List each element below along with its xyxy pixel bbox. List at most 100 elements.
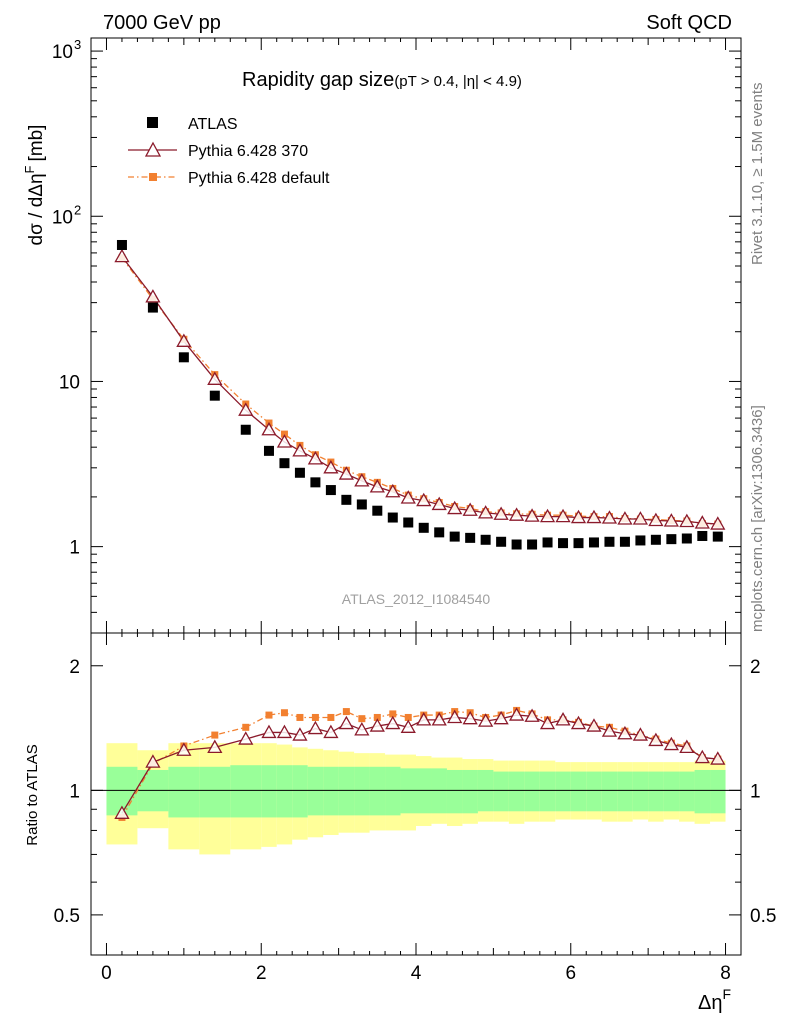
atlas-point — [240, 424, 251, 435]
ratio-pythia-370-point — [648, 732, 664, 747]
ratio-pythia-370-point — [570, 715, 587, 730]
stat-band-bin — [648, 771, 664, 812]
pythia-370-point — [369, 479, 385, 493]
stat-band-bin — [261, 765, 277, 818]
stat-band-bin — [632, 771, 649, 812]
ratio-y-tick-label-right: 2 — [750, 657, 761, 678]
ratio-y-tick-label-left: 1 — [69, 781, 80, 802]
pythia-370-point — [323, 459, 339, 474]
atlas-point — [310, 477, 321, 488]
series-markers — [114, 239, 726, 821]
y-tick-label: 10 — [52, 207, 73, 228]
pythia-370-point — [508, 507, 525, 521]
stat-band-bin — [539, 771, 556, 812]
pythia-370-point — [524, 508, 540, 522]
ratio-pythia-default-point — [389, 710, 397, 718]
pythia-370-point — [648, 512, 664, 527]
ratio-pythia-370-point — [292, 727, 308, 741]
pythia-370-line — [121, 256, 718, 525]
ratio-pythia-370-point — [354, 722, 370, 736]
ratio-pythia-370-point — [276, 724, 293, 739]
ratio-pythia-default-point — [404, 713, 412, 721]
stat-band-bin — [601, 771, 618, 812]
atlas-point — [403, 517, 414, 528]
ratio-pythia-370-point — [694, 749, 710, 764]
ratio-pythia-370-point — [632, 727, 649, 741]
stat-band-bin — [694, 769, 711, 814]
atlas-point — [341, 494, 352, 505]
pythia-370-point — [385, 483, 401, 498]
stat-band-bin — [354, 766, 370, 816]
ratio-pythia-default-point — [211, 731, 219, 739]
pythia-370-point — [276, 434, 293, 448]
atlas-point — [666, 534, 677, 545]
ratio-pythia-default-point — [342, 708, 350, 716]
atlas-point — [527, 539, 538, 550]
ratio-y-tick-label-left: 2 — [69, 657, 80, 678]
legend-pythiadefault-marker — [149, 173, 157, 181]
ratio-pythia-default-point — [358, 715, 366, 723]
stat-band-bin — [446, 769, 463, 814]
pythia-default-point — [280, 430, 288, 438]
pythia-370-point — [261, 421, 277, 436]
axes — [90, 37, 742, 956]
stat-band-bin — [307, 766, 324, 816]
atlas-point — [465, 532, 476, 543]
x-tick-label: 2 — [256, 963, 267, 984]
atlas-point — [588, 537, 599, 548]
ratio-pythia-370-point — [679, 739, 695, 754]
pythia-370-point — [292, 443, 308, 457]
ratio-pythia-370-point — [447, 709, 463, 724]
atlas-point — [449, 531, 460, 542]
atlas-point — [496, 536, 507, 547]
pythia-370-point — [493, 506, 509, 520]
atlas-point — [697, 530, 708, 541]
atlas-point — [712, 531, 723, 542]
ratio-pythia-370-point — [145, 754, 161, 768]
chart-title-group: Rapidity gap size(pT > 0.4, |η| < 4.9) — [242, 69, 522, 91]
ratio-y-tick-label-left: 0.5 — [54, 906, 80, 927]
atlas-point — [372, 505, 383, 516]
legend: ATLAS Pythia 6.428 370 Pythia 6.428 defa… — [128, 116, 330, 187]
x-axis-label-main: Δη — [698, 992, 722, 1014]
ratio-pythia-default-point — [327, 713, 335, 721]
pythia-370-point — [617, 511, 633, 525]
ratio-pythia-370-point — [586, 718, 602, 732]
y-axis-label-main: dσ / dΔη — [26, 173, 47, 245]
atlas-point — [263, 445, 274, 456]
stat-band-bin — [555, 771, 571, 812]
atlas-point — [279, 458, 290, 469]
ratio-pythia-370-point — [617, 725, 633, 740]
rivet-version-label: Rivet 3.1.10, ≥ 1.5M events — [749, 83, 766, 266]
stat-band-bin — [323, 766, 339, 816]
stat-band-bin — [508, 771, 525, 812]
x-tick-label: 4 — [411, 963, 422, 984]
ratio-pythia-default-point — [311, 713, 319, 721]
ratio-pythia-370-point — [663, 736, 679, 751]
y-axis-label-unit: [mb] — [26, 125, 47, 162]
ratio-pythia-370-point — [238, 731, 254, 745]
ratio-y-axis-label: Ratio to ATLAS — [24, 744, 41, 845]
y-axis-label-sup: F — [22, 165, 37, 173]
stat-band-bin — [385, 766, 401, 816]
stat-band-bin — [586, 771, 602, 812]
pythia-370-point — [447, 500, 463, 515]
atlas-point — [434, 527, 445, 538]
ratio-pythia-default-point — [280, 709, 288, 717]
y-tick-label: 10 — [52, 42, 73, 63]
pythia-370-point — [338, 466, 354, 480]
y-tick-label-exponent: 3 — [74, 37, 81, 52]
pythia-370-point — [145, 289, 161, 303]
atlas-point — [178, 352, 189, 363]
pythia-370-point — [416, 492, 432, 507]
stat-band-bin — [462, 769, 478, 814]
ratio-pythia-370-point — [261, 724, 277, 739]
stat-band-bin — [338, 766, 355, 816]
stat-band-bin — [431, 768, 447, 814]
ratio-pythia-370-point — [323, 724, 339, 739]
ratio-pythia-370-point — [601, 723, 618, 737]
ratio-y-tick-label-right: 1 — [750, 781, 761, 802]
pythia-370-point — [632, 511, 649, 525]
pythia-370-point — [555, 508, 571, 523]
